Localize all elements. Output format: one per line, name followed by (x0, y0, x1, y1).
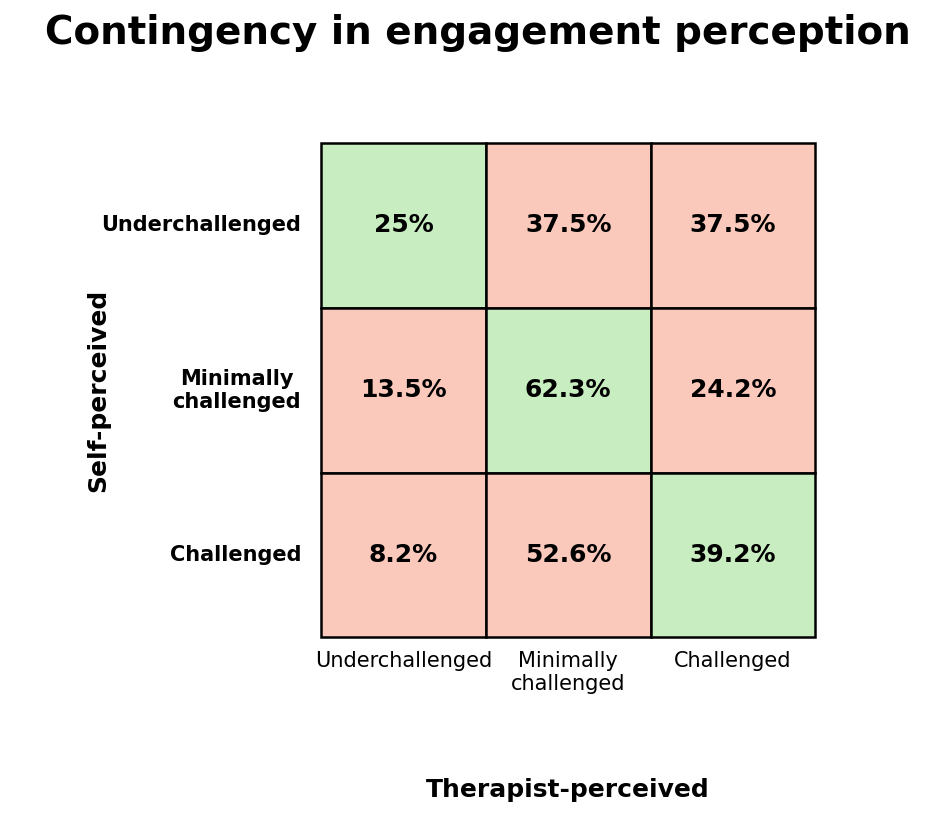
Bar (486, 473, 650, 638)
Text: Challenged: Challenged (170, 545, 301, 565)
Text: 62.3%: 62.3% (525, 378, 612, 402)
Text: Minimally
challenged: Minimally challenged (173, 369, 301, 411)
Text: 37.5%: 37.5% (525, 214, 612, 237)
Text: 13.5%: 13.5% (360, 378, 447, 402)
Bar (321, 143, 486, 308)
Bar (650, 308, 816, 473)
Bar (321, 473, 486, 638)
Text: Underchallenged: Underchallenged (314, 650, 492, 670)
Text: 52.6%: 52.6% (525, 543, 612, 567)
Text: Minimally
challenged: Minimally challenged (511, 650, 626, 694)
Text: Contingency in engagement perception: Contingency in engagement perception (44, 14, 910, 52)
Text: 37.5%: 37.5% (690, 214, 776, 237)
Bar (321, 308, 486, 473)
Bar (486, 308, 650, 473)
Bar (486, 143, 650, 308)
Text: 25%: 25% (374, 214, 433, 237)
Text: Underchallenged: Underchallenged (101, 215, 301, 235)
Text: Self-perceived: Self-perceived (87, 288, 110, 492)
Bar (650, 473, 816, 638)
Text: Challenged: Challenged (674, 650, 792, 670)
Text: 39.2%: 39.2% (690, 543, 776, 567)
Text: Therapist-perceived: Therapist-perceived (427, 778, 710, 801)
Text: 8.2%: 8.2% (369, 543, 438, 567)
Text: 24.2%: 24.2% (690, 378, 776, 402)
Bar (650, 143, 816, 308)
